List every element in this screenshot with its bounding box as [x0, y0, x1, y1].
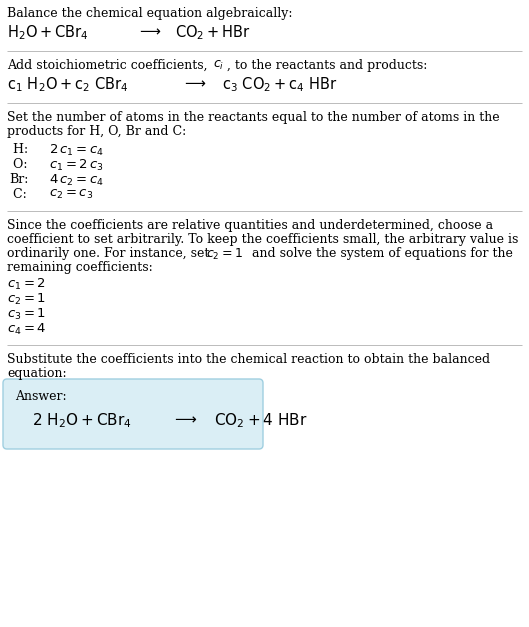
Text: Set the number of atoms in the reactants equal to the number of atoms in the: Set the number of atoms in the reactants… [7, 111, 499, 124]
Text: $\longrightarrow$: $\longrightarrow$ [182, 75, 207, 90]
Text: $c_2 = 1$: $c_2 = 1$ [206, 247, 243, 262]
Text: $c_i$: $c_i$ [213, 59, 224, 72]
Text: $\mathdefault{c_1\ H_2O + c_2\ CBr_4}$: $\mathdefault{c_1\ H_2O + c_2\ CBr_4}$ [7, 75, 129, 93]
Text: $4\,c_2 = c_4$: $4\,c_2 = c_4$ [49, 173, 104, 188]
Text: $c_2 = c_3$: $c_2 = c_3$ [49, 188, 93, 201]
Text: Answer:: Answer: [15, 390, 67, 403]
Text: Since the coefficients are relative quantities and underdetermined, choose a: Since the coefficients are relative quan… [7, 219, 493, 232]
Text: Balance the chemical equation algebraically:: Balance the chemical equation algebraica… [7, 7, 293, 20]
Text: $c_1 = 2\,c_3$: $c_1 = 2\,c_3$ [49, 158, 104, 173]
Text: $c_2 = 1$: $c_2 = 1$ [7, 292, 46, 307]
Text: , to the reactants and products:: , to the reactants and products: [227, 59, 427, 72]
Text: H:: H: [9, 143, 28, 156]
Text: $\longrightarrow$: $\longrightarrow$ [172, 411, 198, 426]
Text: O:: O: [9, 158, 28, 171]
Text: $2\,c_1 = c_4$: $2\,c_1 = c_4$ [49, 143, 104, 158]
Text: $\mathdefault{2\ H_2O + CBr_4}$: $\mathdefault{2\ H_2O + CBr_4}$ [32, 411, 132, 429]
Text: $\longrightarrow$: $\longrightarrow$ [137, 23, 162, 38]
Text: products for H, O, Br and C:: products for H, O, Br and C: [7, 125, 186, 138]
Text: $c_4 = 4$: $c_4 = 4$ [7, 322, 47, 337]
Text: C:: C: [9, 188, 27, 201]
Text: ordinarily one. For instance, set: ordinarily one. For instance, set [7, 247, 213, 260]
Text: $\mathdefault{CO_2 + 4\ HBr}$: $\mathdefault{CO_2 + 4\ HBr}$ [214, 411, 308, 429]
Text: coefficient to set arbitrarily. To keep the coefficients small, the arbitrary va: coefficient to set arbitrarily. To keep … [7, 233, 518, 246]
Text: $\mathdefault{c_3\ CO_2 + c_4\ HBr}$: $\mathdefault{c_3\ CO_2 + c_4\ HBr}$ [222, 75, 338, 93]
Text: and solve the system of equations for the: and solve the system of equations for th… [248, 247, 513, 260]
Text: Br:: Br: [9, 173, 29, 186]
Text: $\mathdefault{CO_2 + HBr}$: $\mathdefault{CO_2 + HBr}$ [175, 23, 251, 42]
Text: $c_3 = 1$: $c_3 = 1$ [7, 307, 46, 322]
Text: Add stoichiometric coefficients,: Add stoichiometric coefficients, [7, 59, 212, 72]
Text: $\mathdefault{H_2O + CBr_4}$: $\mathdefault{H_2O + CBr_4}$ [7, 23, 89, 42]
FancyBboxPatch shape [3, 379, 263, 449]
Text: Substitute the coefficients into the chemical reaction to obtain the balanced: Substitute the coefficients into the che… [7, 353, 490, 366]
Text: $c_1 = 2$: $c_1 = 2$ [7, 277, 46, 292]
Text: remaining coefficients:: remaining coefficients: [7, 261, 153, 274]
Text: equation:: equation: [7, 367, 67, 380]
